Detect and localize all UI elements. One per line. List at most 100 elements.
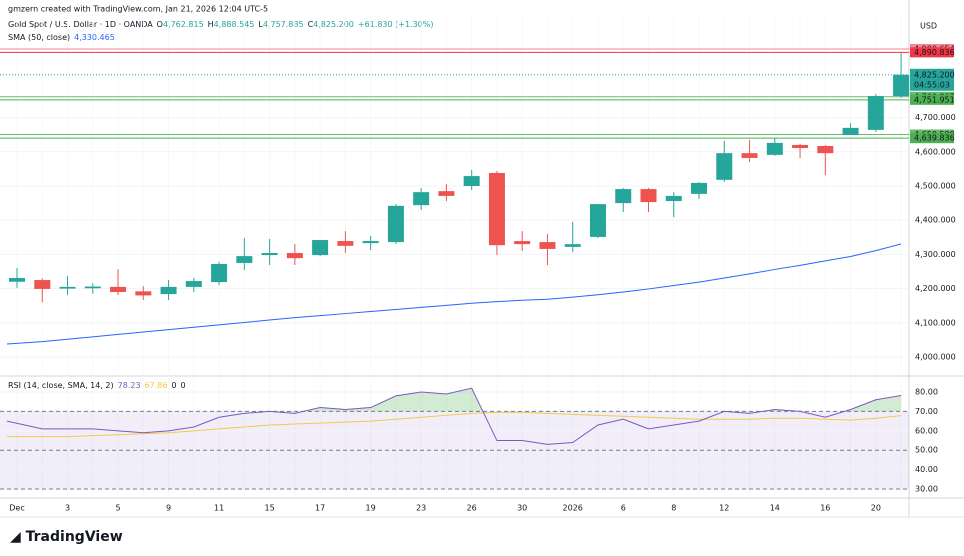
y-tick-label: 4,400.000 xyxy=(915,216,956,225)
x-tick-label: 6 xyxy=(621,504,626,513)
candle-body xyxy=(413,192,430,206)
candle-body xyxy=(792,144,809,149)
level-label-bg xyxy=(910,133,954,144)
candle-body xyxy=(286,253,303,259)
x-tick-label: 11 xyxy=(214,504,224,513)
credit: gmzern created with TradingView.com, Jan… xyxy=(8,5,268,14)
sma-line xyxy=(6,243,902,345)
candle-body xyxy=(640,189,657,203)
candle-body xyxy=(84,286,101,289)
last-price-label: 4,825.200 xyxy=(914,70,955,79)
candle-body xyxy=(893,74,910,97)
y-tick-label: 60.00 xyxy=(915,426,938,435)
ohlc-value: 4,757.885 xyxy=(263,20,304,29)
candle-body xyxy=(135,291,152,296)
x-tick-label: 12 xyxy=(719,504,729,513)
rsi-legend-value: 0 xyxy=(171,381,176,390)
y-tick-label: 4,600.000 xyxy=(915,147,956,156)
symbol-line: Gold Spot / U.S. Dollar · 1D · OANDA O 4,7… xyxy=(8,20,434,29)
candle-body xyxy=(110,286,127,293)
candle-body xyxy=(589,204,606,237)
candle-body xyxy=(539,242,556,249)
rsi-legend-value: 0 xyxy=(181,381,186,390)
candle-body xyxy=(34,280,51,289)
candle-body xyxy=(59,286,76,289)
candle-body xyxy=(9,277,25,282)
x-tick-label: 16 xyxy=(820,504,830,513)
level-label: 4,751.951 xyxy=(914,95,955,104)
rsi-legend: RSI (14, close, SMA, 14, 2) 78.23 67.86 0 0 xyxy=(8,381,186,390)
y-tick-label: 40.00 xyxy=(915,465,938,474)
rsi-title: RSI (14, close, SMA, 14, 2) xyxy=(8,381,114,390)
level-label: 4,639.836 xyxy=(914,134,955,143)
ohlc-value: 4,888.545 xyxy=(214,20,255,29)
rsi-legend-value: 67.86 xyxy=(145,381,168,390)
ohlc-key: O xyxy=(157,20,163,29)
x-tick-label: Dec xyxy=(9,504,24,513)
candle-body xyxy=(488,173,505,246)
candle-body xyxy=(387,205,404,243)
currency: USD xyxy=(920,22,937,31)
candle-body xyxy=(691,182,708,194)
logo-text: TradingView xyxy=(26,529,123,545)
x-tick-label: 5 xyxy=(115,504,120,513)
y-tick-label: 4,300.000 xyxy=(915,250,956,259)
y-tick-label: 70.00 xyxy=(915,407,938,416)
candle-body xyxy=(842,127,859,136)
level-label-bg xyxy=(910,47,954,58)
overlay-name: SMA (50, close) xyxy=(8,33,70,42)
x-tick-label: 15 xyxy=(265,504,275,513)
x-tick-label: 26 xyxy=(467,504,477,513)
candle-body xyxy=(741,153,758,158)
level-label-bg xyxy=(910,94,954,105)
candle-body xyxy=(337,241,354,246)
countdown: 04:55:03 xyxy=(914,80,950,89)
candle-body xyxy=(160,286,177,295)
overlay-value: 4,330.465 xyxy=(74,33,115,42)
x-tick-label: 30 xyxy=(517,504,527,513)
y-tick-label: 4,500.000 xyxy=(915,181,956,190)
symbol: Gold Spot / U.S. Dollar · 1D · OANDA xyxy=(8,20,153,29)
x-tick-label: 14 xyxy=(770,504,780,513)
y-tick-label: 4,000.000 xyxy=(915,352,956,361)
candle-body xyxy=(438,191,455,196)
x-tick-label: 2026 xyxy=(563,504,583,513)
x-tick-label: 23 xyxy=(416,504,426,513)
candle-body xyxy=(312,240,329,256)
x-tick-label: 9 xyxy=(166,504,171,513)
y-tick-label: 80.00 xyxy=(915,388,938,397)
candle-body xyxy=(817,145,834,154)
candle-body xyxy=(514,241,531,245)
x-tick-label: 20 xyxy=(871,504,881,513)
rsi-line xyxy=(6,387,902,445)
x-tick-label: 3 xyxy=(65,504,70,513)
y-tick-label: 30.00 xyxy=(915,485,938,494)
ohlc-key: C xyxy=(308,20,314,29)
candle-body xyxy=(716,153,733,180)
ohlc-key: L xyxy=(258,20,263,29)
y-tick-label: 50.00 xyxy=(915,446,938,455)
candle-body xyxy=(236,256,253,263)
x-tick-label: 17 xyxy=(315,504,325,513)
candle-body xyxy=(211,263,228,283)
ohlc-key: H xyxy=(208,20,214,29)
candle-body xyxy=(867,96,884,130)
rsi-legend-value: 78.23 xyxy=(118,381,141,390)
x-tick-label: 19 xyxy=(366,504,376,513)
ohlc-value: 4,825.200 xyxy=(313,20,354,29)
logo: ◢ TradingView xyxy=(10,529,123,545)
candle-body xyxy=(362,241,379,244)
candle-body xyxy=(564,244,581,247)
candle-body xyxy=(185,281,202,287)
x-tick-label: 8 xyxy=(671,504,676,513)
y-tick-label: 4,200.000 xyxy=(915,284,956,293)
overlay-legend: SMA (50, close) 4,330.465 xyxy=(8,33,115,42)
y-tick-label: 4,700.000 xyxy=(915,113,956,122)
overbought-fill xyxy=(303,388,902,412)
y-tick-label: 4,100.000 xyxy=(915,318,956,327)
candle-body xyxy=(665,195,682,202)
candle-body xyxy=(463,176,480,186)
rsi-line xyxy=(7,411,902,438)
